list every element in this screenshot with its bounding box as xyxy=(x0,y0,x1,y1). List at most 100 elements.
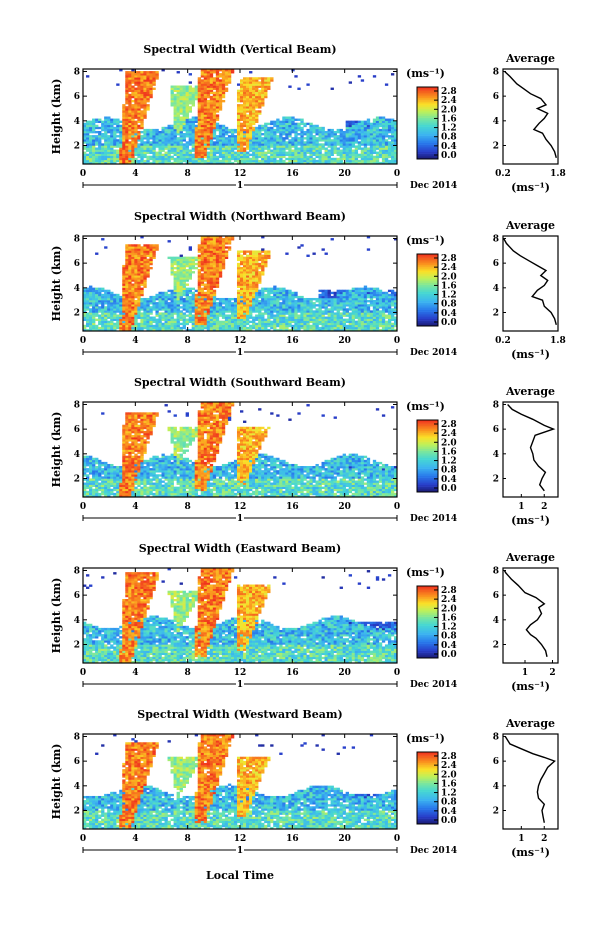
heatmap-cell xyxy=(309,318,313,321)
heatmap-cell xyxy=(309,122,313,126)
heatmap-cell xyxy=(336,157,340,161)
heatmap-cell xyxy=(83,130,87,134)
heatmap-cell xyxy=(209,328,214,332)
heatmap-cell xyxy=(230,326,235,330)
heatmap-cell xyxy=(243,252,247,255)
heatmap-cell xyxy=(128,133,132,136)
heatmap-cell xyxy=(393,155,398,159)
colorbar-band xyxy=(417,123,438,126)
heatmap-cell xyxy=(300,318,304,321)
heatmap-cell xyxy=(366,151,371,154)
heatmap-cell xyxy=(282,159,286,163)
heatmap-cell xyxy=(339,155,343,159)
heatmap-cell xyxy=(143,281,147,284)
heatmap-cell xyxy=(182,291,186,295)
colorbar-band xyxy=(417,157,438,160)
heatmap-cell xyxy=(164,316,168,319)
heatmap-cell xyxy=(86,145,90,148)
heatmap-cell xyxy=(128,293,132,297)
heatmap-cell xyxy=(134,97,138,101)
heatmap-cell xyxy=(336,135,340,138)
heatmap-cell xyxy=(255,314,259,317)
heatmap-cell xyxy=(221,300,226,303)
heatmap-cell xyxy=(95,306,99,309)
heatmap-cell xyxy=(236,108,241,111)
heatmap-cell xyxy=(203,273,208,276)
heatmap-cell xyxy=(116,320,120,324)
heatmap-cell xyxy=(246,289,250,293)
heatmap-cell xyxy=(203,112,208,115)
heatmap-cell xyxy=(137,145,141,148)
heatmap-cell xyxy=(252,108,256,111)
heatmap-cell xyxy=(137,264,141,268)
heatmap-cell xyxy=(185,277,189,280)
heatmap-cell xyxy=(285,289,289,293)
heatmap-cell xyxy=(89,322,93,326)
heatmap-cell xyxy=(89,139,93,142)
heatmap-cell xyxy=(176,114,180,117)
heatmap-cell xyxy=(209,264,214,268)
heatmap-cell xyxy=(339,157,343,161)
heatmap-cell xyxy=(306,137,310,140)
heatmap-cell xyxy=(258,112,262,115)
heatmap-cell xyxy=(276,159,280,163)
heatmap-cell xyxy=(333,159,337,163)
heatmap-cell xyxy=(342,135,346,138)
heatmap-cell xyxy=(230,302,235,305)
heatmap-cell xyxy=(182,269,186,272)
heatmap-cell xyxy=(297,161,301,165)
heatmap-cell xyxy=(167,128,171,132)
heatmap-cell xyxy=(236,328,241,332)
heatmap-cell xyxy=(194,320,199,324)
heatmap-cell xyxy=(249,254,253,257)
heatmap-cell xyxy=(122,291,126,295)
heatmap-cell xyxy=(261,320,265,324)
heatmap-cell xyxy=(336,161,340,165)
heatmap-cell xyxy=(309,316,313,319)
heatmap-cell xyxy=(200,248,205,251)
heatmap-cell xyxy=(258,250,262,253)
heatmap-cell xyxy=(152,159,156,163)
heatmap-cell xyxy=(203,161,208,165)
heatmap-cell xyxy=(221,145,226,148)
heatmap-cell xyxy=(218,130,223,134)
heatmap-cell xyxy=(161,295,165,299)
heatmap-cell xyxy=(294,302,298,305)
heatmap-cell xyxy=(348,161,353,165)
heatmap-cell xyxy=(218,153,223,157)
heatmap-cell xyxy=(306,302,310,305)
heatmap-cell xyxy=(285,326,289,330)
heatmap-cell xyxy=(197,326,202,330)
heatmap-cell xyxy=(173,147,177,150)
heatmap-cell xyxy=(224,157,229,161)
heatmap-cell xyxy=(240,295,244,299)
heatmap-cell xyxy=(327,133,331,136)
heatmap-cell xyxy=(122,114,126,117)
heatmap-cell xyxy=(267,302,271,305)
x-tick-label: 20 xyxy=(338,169,351,179)
heatmap-cell xyxy=(209,135,214,138)
heatmap-cell xyxy=(321,153,325,157)
heatmap-cell xyxy=(113,149,117,152)
heatmap-cell xyxy=(104,316,108,319)
heatmap-cell xyxy=(375,155,380,159)
heatmap-cell xyxy=(258,302,262,305)
heatmap-cell xyxy=(200,326,205,330)
heatmap-cell xyxy=(86,122,90,126)
heatmap-cell xyxy=(149,85,153,88)
heatmap-cell xyxy=(134,73,138,76)
heatmap-cell xyxy=(209,108,214,111)
heatmap-cell xyxy=(143,110,147,113)
heatmap-cell xyxy=(200,87,205,90)
heatmap-cell xyxy=(143,318,147,321)
heatmap-cell xyxy=(188,256,192,260)
heatmap-cell xyxy=(191,304,196,307)
heatmap-cell xyxy=(173,124,177,128)
heatmap-cell xyxy=(116,145,120,148)
heatmap-cell xyxy=(249,143,253,146)
heatmap-cell xyxy=(92,310,96,313)
heatmap-cell xyxy=(366,153,371,157)
heatmap-cell xyxy=(152,324,156,328)
heatmap-cell xyxy=(185,269,189,272)
